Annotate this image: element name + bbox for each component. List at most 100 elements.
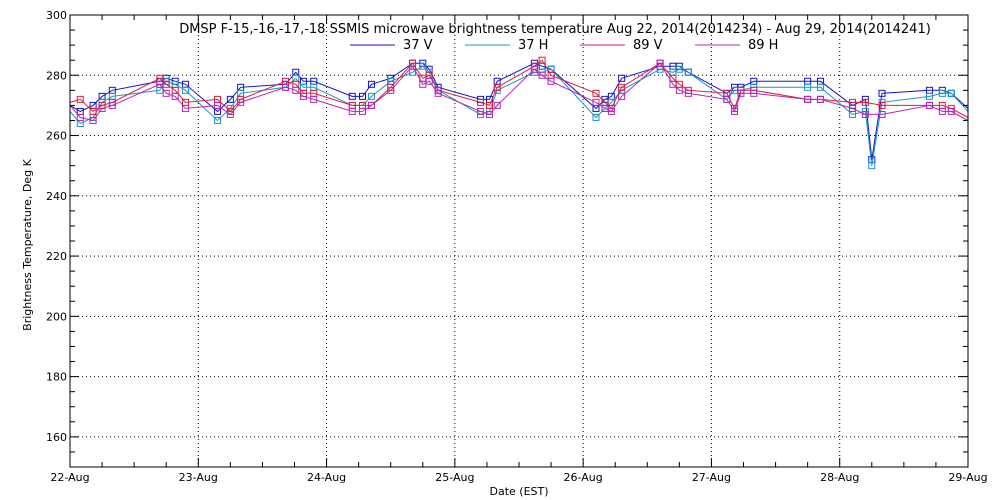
data-point-89-h	[299, 92, 307, 100]
legend-label-37-h: 37 H	[518, 38, 548, 53]
data-point-37-h	[675, 65, 683, 73]
data-point-37-h	[938, 89, 946, 97]
data-point-89-h	[485, 110, 493, 118]
data-point-89-h	[162, 89, 170, 97]
chart-title: DMSP F-15,-16,-17,-18 SSMIS microwave br…	[179, 22, 931, 37]
data-point-89-h	[750, 89, 758, 97]
grid-lines	[70, 15, 968, 467]
legend: 37 V 37 H 89 V 89 H	[350, 38, 778, 53]
data-point-89-h	[156, 80, 164, 88]
data-point-89-h	[816, 95, 824, 103]
x-tick-label: 23-Aug	[179, 471, 218, 484]
data-point-37-h	[592, 113, 600, 121]
data-point-89-h	[861, 110, 869, 118]
x-tick-label: 22-Aug	[50, 471, 89, 484]
data-point-89-h	[358, 107, 366, 115]
legend-label-89-v: 89 V	[633, 38, 663, 53]
data-point-37-h	[816, 83, 824, 91]
y-tick-label: 160	[46, 431, 67, 444]
y-tick-label: 220	[46, 250, 67, 263]
series-line-37-h	[69, 65, 969, 166]
data-point-89-h	[849, 104, 857, 112]
data-point-89-h	[425, 77, 433, 85]
data-point-89-v	[89, 107, 97, 115]
x-tick-label: 27-Aug	[692, 471, 731, 484]
data-point-89-h	[538, 71, 546, 79]
data-point-89-v	[485, 101, 493, 109]
data-point-89-h	[348, 107, 356, 115]
data-point-89-h	[292, 86, 300, 94]
data-point-89-h	[387, 86, 395, 94]
data-point-89-h	[804, 95, 812, 103]
x-tick-label: 26-Aug	[564, 471, 603, 484]
x-axis-label: Date (EST)	[489, 485, 548, 498]
data-point-89-h	[737, 89, 745, 97]
data-point-89-h	[547, 77, 555, 85]
y-tick-label: 280	[46, 69, 67, 82]
data-point-89-h	[171, 92, 179, 100]
data-point-89-h	[310, 95, 318, 103]
series-line-89-v	[69, 59, 969, 118]
data-point-89-h	[684, 89, 692, 97]
y-tick-label: 200	[46, 310, 67, 323]
data-point-37-h	[214, 116, 222, 124]
series-line-89-h	[69, 62, 969, 122]
data-point-89-h	[214, 101, 222, 109]
data-point-89-h	[656, 59, 664, 67]
x-tick-label: 29-Aug	[948, 471, 987, 484]
data-point-37-h	[804, 83, 812, 91]
data-point-89-h	[675, 86, 683, 94]
data-point-89-v	[618, 83, 626, 91]
data-point-89-v	[477, 98, 485, 106]
data-point-89-v	[76, 95, 84, 103]
data-point-89-h	[607, 107, 615, 115]
data-point-89-h	[723, 95, 731, 103]
data-point-89-h	[98, 104, 106, 112]
data-point-89-h	[181, 104, 189, 112]
data-point-37-v	[367, 80, 375, 88]
data-point-89-v	[538, 56, 546, 64]
data-point-89-h	[89, 116, 97, 124]
data-point-89-h	[76, 113, 84, 121]
data-point-89-h	[226, 110, 234, 118]
data-point-89-h	[530, 65, 538, 73]
series-layer	[69, 56, 969, 170]
data-point-89-h	[237, 98, 245, 106]
legend-label-89-h: 89 H	[748, 38, 778, 53]
data-point-89-h	[731, 107, 739, 115]
x-tick-label: 28-Aug	[820, 471, 859, 484]
data-point-37-v	[358, 92, 366, 100]
data-point-37-h	[947, 89, 955, 97]
x-tick-label: 25-Aug	[435, 471, 474, 484]
data-point-37-h	[926, 92, 934, 100]
data-point-37-h	[181, 86, 189, 94]
data-point-89-v	[592, 89, 600, 97]
data-point-89-h	[367, 101, 375, 109]
data-point-89-h	[477, 107, 485, 115]
y-tick-label: 300	[46, 9, 67, 22]
data-point-89-h	[434, 89, 442, 97]
data-point-89-h	[947, 107, 955, 115]
data-point-37-h	[684, 68, 692, 76]
data-point-89-h	[282, 83, 290, 91]
y-tick-label: 180	[46, 371, 67, 384]
data-point-89-h	[592, 98, 600, 106]
data-point-89-h	[938, 107, 946, 115]
data-point-37-h	[367, 92, 375, 100]
data-point-89-h	[108, 101, 116, 109]
y-tick-label: 240	[46, 190, 67, 203]
data-point-89-h	[878, 110, 886, 118]
data-point-37-v	[348, 92, 356, 100]
data-point-37-v	[878, 89, 886, 97]
y-tick-label: 260	[46, 130, 67, 143]
axis-ticks: 22-Aug 23-Aug 24-Aug 25-Aug 26-Aug 27-Aug 28-A…	[46, 9, 988, 484]
data-point-37-h	[868, 162, 876, 170]
data-point-89-h	[493, 101, 501, 109]
data-point-89-v	[878, 101, 886, 109]
data-point-37-v	[618, 74, 626, 82]
legend-label-37-v: 37 V	[403, 38, 433, 53]
data-point-89-h	[669, 80, 677, 88]
data-point-89-h	[618, 92, 626, 100]
x-tick-label: 24-Aug	[307, 471, 346, 484]
